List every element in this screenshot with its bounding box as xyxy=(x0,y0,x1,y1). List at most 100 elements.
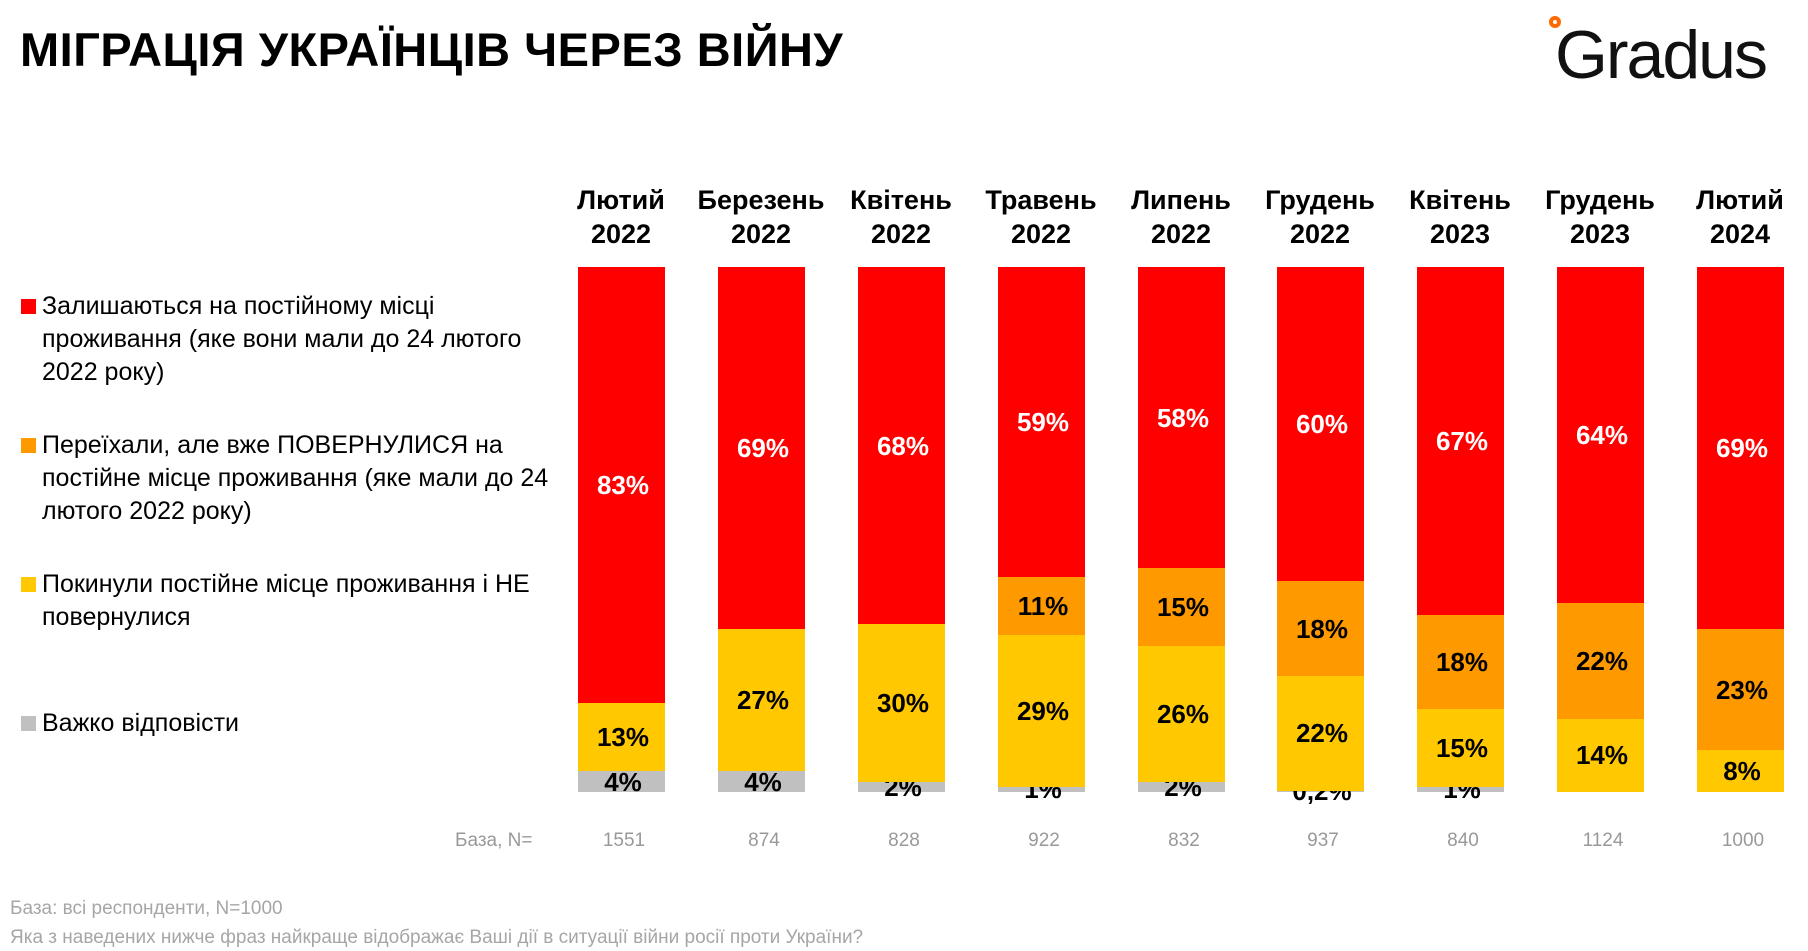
data-label: 8% xyxy=(1723,756,1761,786)
data-label: 15% xyxy=(1156,592,1210,623)
legend-item: Залишаються на постійному місці проживан… xyxy=(21,290,566,389)
bar-segment xyxy=(857,267,945,624)
legend-swatch xyxy=(21,716,36,731)
data-label: 18% xyxy=(1435,647,1489,678)
category-label-line: Лютий xyxy=(577,185,665,215)
category-label-line: Грудень xyxy=(1265,185,1375,215)
category-label: Травень 2022 xyxy=(971,183,1111,251)
base-n-value: 874 xyxy=(748,830,780,851)
data-label: 14% xyxy=(1575,740,1629,771)
footer-question: Яка з наведених нижче фраз найкраще відо… xyxy=(10,927,864,948)
category-label-line: Лютий xyxy=(1696,185,1784,215)
legend-item: Переїхали, але вже ПОВЕРНУЛИСЯ на постій… xyxy=(21,429,566,528)
base-n-value: 832 xyxy=(1168,830,1200,851)
legend-label: Важко відповісти xyxy=(42,709,239,737)
legend-swatch xyxy=(21,577,36,592)
bar-segment xyxy=(577,771,665,792)
data-label: 29% xyxy=(1016,695,1070,726)
data-label: 23% xyxy=(1715,674,1769,705)
bar-segment xyxy=(1556,718,1644,792)
legend-label: Переїхали, але вже ПОВЕРНУЛИСЯ на постій… xyxy=(42,431,549,525)
data-label: 68% xyxy=(876,430,930,461)
data-label: 4% xyxy=(744,766,782,797)
category-label-line: 2023 xyxy=(1429,219,1491,249)
bar-segment xyxy=(857,781,945,792)
logo-text: Gradus xyxy=(1555,17,1768,93)
bar-segment xyxy=(1276,581,1364,676)
legend-label: Покинули постійне місце проживання і НЕ … xyxy=(42,570,530,631)
bar-segment xyxy=(857,624,945,782)
category-label-line: Березень xyxy=(697,185,825,215)
page-title: МІГРАЦІЯ УКРАЇНЦІВ ЧЕРЕЗ ВІЙНУ xyxy=(20,23,844,76)
bar-segment xyxy=(1137,568,1225,647)
base-n-value: 1000 xyxy=(1721,830,1765,851)
bar-segment xyxy=(1137,646,1225,782)
bar-segment xyxy=(1416,267,1504,616)
legend-label: Залишаються на постійному місці проживан… xyxy=(42,292,522,386)
bar-segment xyxy=(997,267,1085,577)
bar-segment xyxy=(997,634,1085,787)
legend-item: Покинули постійне місце проживання і НЕ … xyxy=(21,568,566,634)
bar-segment xyxy=(1556,603,1644,719)
base-n-value: 840 xyxy=(1447,830,1479,851)
data-label: 22% xyxy=(1295,718,1349,749)
category-label: Липень 2022 xyxy=(1111,183,1251,251)
gradus-logo: Gradus xyxy=(1545,8,1805,98)
category-label-line: Липень xyxy=(1131,185,1231,215)
bar-segment xyxy=(1276,267,1364,582)
base-n-value: 922 xyxy=(1028,830,1060,851)
bar-segment xyxy=(1416,615,1504,709)
data-label: 58% xyxy=(1156,402,1210,433)
data-label: 30% xyxy=(876,687,930,718)
bar-segment xyxy=(717,629,805,771)
data-label: 67% xyxy=(1435,426,1489,457)
data-label: 27% xyxy=(736,685,790,716)
bar-segment xyxy=(1276,790,1364,792)
data-label: 83% xyxy=(596,469,650,500)
category-label: Квітень 2023 xyxy=(1390,183,1530,251)
category-label-line: 2024 xyxy=(1709,219,1771,249)
category-label-line: Грудень xyxy=(1545,185,1655,215)
bar-segment xyxy=(1416,708,1504,787)
category-label-line: Квітень xyxy=(1409,185,1511,215)
bar-segment xyxy=(997,576,1085,635)
category-label: Березень 2022 xyxy=(691,183,831,251)
category-label-line: Квітень xyxy=(850,185,952,215)
category-label: Квітень 2022 xyxy=(831,183,971,251)
bar-segment xyxy=(1416,786,1504,792)
category-label-line: 2022 xyxy=(1150,219,1212,249)
bar-segment xyxy=(717,771,805,792)
data-label: 22% xyxy=(1575,645,1629,676)
bar-segment xyxy=(1696,629,1784,750)
category-label: Грудень 2023 xyxy=(1530,183,1670,251)
base-n-value: 937 xyxy=(1307,830,1339,851)
base-label: База, N= xyxy=(455,830,533,851)
bar-segment xyxy=(1556,267,1644,603)
data-label: 59% xyxy=(1016,406,1070,437)
data-label: 13% xyxy=(596,721,650,752)
data-label: 64% xyxy=(1575,420,1629,450)
category-label-line: Травень xyxy=(985,185,1097,215)
category-label-line: 2022 xyxy=(730,219,792,249)
data-label: 11% xyxy=(1017,590,1069,621)
base-n-value: 828 xyxy=(888,830,920,851)
data-label: 15% xyxy=(1435,732,1489,763)
data-label: 60% xyxy=(1295,409,1349,440)
base-n-value: 1551 xyxy=(602,830,646,851)
category-label-line: 2022 xyxy=(870,219,932,249)
category-label-line: 2022 xyxy=(1010,219,1072,249)
category-label: Грудень 2022 xyxy=(1250,183,1390,251)
data-label: 4% xyxy=(604,766,642,797)
legend-swatch xyxy=(21,438,36,453)
category-label-line: 2022 xyxy=(590,219,652,249)
category-label-line: 2023 xyxy=(1569,219,1631,249)
bar-segment xyxy=(577,267,665,703)
category-label-line: 2022 xyxy=(1289,219,1351,249)
legend-swatch xyxy=(21,299,36,314)
category-label: Лютий 2024 xyxy=(1670,183,1808,251)
bar-segment xyxy=(1696,267,1784,630)
data-label: 26% xyxy=(1156,699,1210,730)
bar-segment xyxy=(1137,781,1225,792)
data-label: 69% xyxy=(1715,433,1769,464)
bar-segment xyxy=(717,267,805,630)
